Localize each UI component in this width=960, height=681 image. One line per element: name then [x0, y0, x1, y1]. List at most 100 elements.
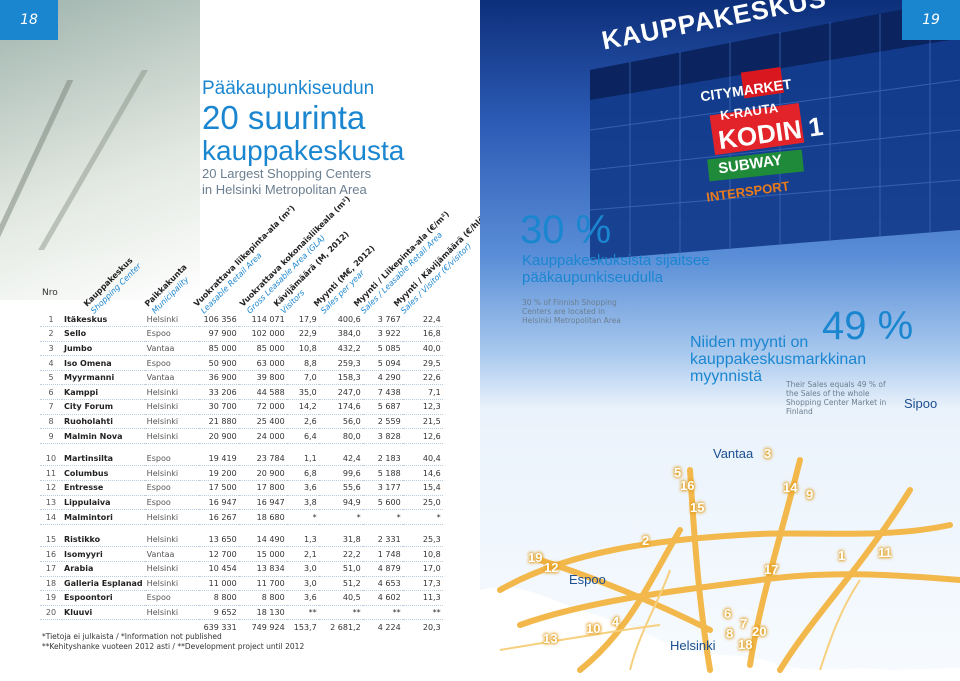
sales-per-area-cell: 3 177 [362, 480, 403, 496]
row-number-cell: 11 [40, 465, 62, 482]
gla-cell: 25 400 [238, 414, 287, 430]
center-name-cell: Malmintori [62, 509, 145, 525]
map-marker-12: 12 [544, 560, 559, 575]
sales-cell: 158,3 [318, 370, 363, 386]
center-name-cell: Kamppi [62, 384, 145, 401]
stat30-heading: Kauppakeskuksista sijaitsee pääkaupunkis… [522, 252, 710, 286]
map-marker-13: 13 [543, 631, 558, 646]
leasable-area-cell: 97 900 [198, 326, 239, 342]
row-number-cell: 12 [40, 480, 62, 496]
row-number-cell: 3 [40, 341, 62, 357]
table-row: 6 Kamppi Helsinki 33 206 44 588 35,0 247,0 7 43… [40, 384, 443, 401]
gla-cell: 72 000 [238, 399, 287, 415]
center-name-cell: Malmin Nova [62, 428, 145, 444]
leasable-area-cell: 8 800 [198, 590, 239, 606]
citymarket-k-logo [740, 67, 785, 99]
municipality-cell: Helsinki [144, 465, 199, 482]
visitors-cell: 3,0 [286, 576, 319, 592]
leasable-area-cell: 9 652 [198, 605, 239, 621]
leasable-area-cell: 19 419 [198, 451, 239, 467]
sales-per-visitor-cell: * [402, 509, 443, 525]
sales-per-area-cell: 1 748 [362, 546, 403, 562]
municipality-cell: Helsinki [144, 561, 199, 577]
row-number-cell: 14 [40, 509, 62, 525]
map-label-sipoo: Sipoo [904, 396, 938, 411]
gla-cell: 20 900 [238, 465, 287, 482]
visitors-cell: 2,1 [286, 546, 319, 562]
visitors-cell: * [286, 509, 319, 525]
stat30-heading-line-2: pääkaupunkiseudulla [522, 269, 663, 286]
map-marker-16: 16 [680, 478, 695, 493]
sales-per-visitor-cell: 11,3 [402, 590, 443, 606]
sales-cell: 247,0 [318, 384, 363, 401]
left-page: 18 Pääkaupunkiseudun 20 suurinta kauppak… [0, 0, 480, 652]
sales-cell: 51,0 [318, 561, 363, 577]
sales-per-visitor-cell: 25,3 [402, 532, 443, 548]
municipality-cell: Helsinki [144, 509, 199, 525]
nro-label: Nro [42, 288, 58, 298]
stat30-value: 30 % [520, 208, 612, 252]
gla-cell: 17 800 [238, 480, 287, 496]
title-line-2: 20 suurinta [202, 99, 366, 136]
center-name-cell: Columbus [62, 465, 145, 482]
visitors-cell: 14,2 [286, 399, 319, 415]
stat49-value: 49 % [822, 304, 914, 348]
sales-per-visitor-cell: 7,1 [402, 384, 443, 401]
row-number-cell: 13 [40, 495, 62, 511]
center-name-cell: Ruoholahti [62, 414, 145, 430]
sales-cell: 51,2 [318, 576, 363, 592]
gla-cell: 18 680 [238, 509, 287, 525]
map-marker-17: 17 [764, 562, 779, 577]
gla-cell: 16 947 [238, 495, 287, 511]
municipality-cell: Helsinki [144, 414, 199, 430]
sales-cell: * [318, 509, 363, 525]
leasable-area-cell: 21 880 [198, 414, 239, 430]
escalator-photo [0, 0, 208, 300]
row-number-cell: 16 [40, 546, 62, 562]
gla-cell: 11 700 [238, 576, 287, 592]
sales-per-area-cell: 4 290 [362, 370, 403, 386]
leasable-area-cell: 12 700 [198, 546, 239, 562]
row-number-cell: 19 [40, 590, 62, 606]
page-subtitle: 20 Largest Shopping Centers in Helsinki … [202, 166, 371, 198]
sales-per-area-cell: 4 879 [362, 561, 403, 577]
municipality-cell: Helsinki [144, 428, 199, 444]
row-number-cell: 2 [40, 326, 62, 342]
title-line-3: kauppakeskusta [202, 135, 405, 166]
sales-per-area-cell: 5 687 [362, 399, 403, 415]
table-row: 10 Martinsilta Espoo 19 419 23 784 1,1 42,4 2 1… [40, 451, 443, 467]
roads [497, 457, 960, 673]
gla-cell: 114 071 [238, 312, 287, 328]
center-name-cell: Espoontori [62, 590, 145, 606]
sales-per-area-cell: 2 183 [362, 451, 403, 467]
gla-cell: 8 800 [238, 590, 287, 606]
table-row: 9 Malmin Nova Helsinki 20 900 24 000 6,4 80,0 3… [40, 428, 443, 444]
row-spacer [40, 524, 443, 532]
table-row: 17 Arabia Helsinki 10 454 13 834 3,0 51,0 4 879… [40, 561, 443, 577]
leasable-area-cell: 36 900 [198, 370, 239, 386]
row-number-cell: 8 [40, 414, 62, 430]
gla-cell: 18 130 [238, 605, 287, 621]
center-name-cell: Jumbo [62, 341, 145, 357]
sales-per-visitor-cell: 14,6 [402, 465, 443, 482]
map-marker-4: 4 [612, 614, 620, 629]
footnote-2: **Kehityshanke vuoteen 2012 asti / **Dev… [42, 642, 305, 651]
subtitle-line-2: in Helsinki Metropolitan Area [202, 182, 367, 197]
total-sales-per-visitor-cell: 20,3 [422, 622, 441, 632]
visitors-cell: 3,0 [286, 561, 319, 577]
municipality-cell: Vantaa [144, 341, 199, 357]
sales-cell: 22,2 [318, 546, 363, 562]
sales-cell: 384,0 [318, 326, 363, 342]
table-row: 8 Ruoholahti Helsinki 21 880 25 400 2,6 56,0 2 … [40, 414, 443, 430]
table-row: 15 Ristikko Helsinki 13 650 14 490 1,3 31,8 2 3… [40, 532, 443, 548]
sales-per-area-cell: 7 438 [362, 384, 403, 401]
row-number-cell: 1 [40, 312, 62, 328]
row-number-cell: 9 [40, 428, 62, 444]
footnotes: *Tietoja ei julkaista / *Information not… [42, 632, 304, 652]
row-number-cell: 5 [40, 370, 62, 386]
municipality-cell: Helsinki [144, 384, 199, 401]
visitors-cell: 35,0 [286, 384, 319, 401]
sales-per-area-cell: 4 653 [362, 576, 403, 592]
stat49-heading-line-1: Niiden myynti on [690, 334, 809, 351]
sales-cell: 259,3 [318, 355, 363, 371]
